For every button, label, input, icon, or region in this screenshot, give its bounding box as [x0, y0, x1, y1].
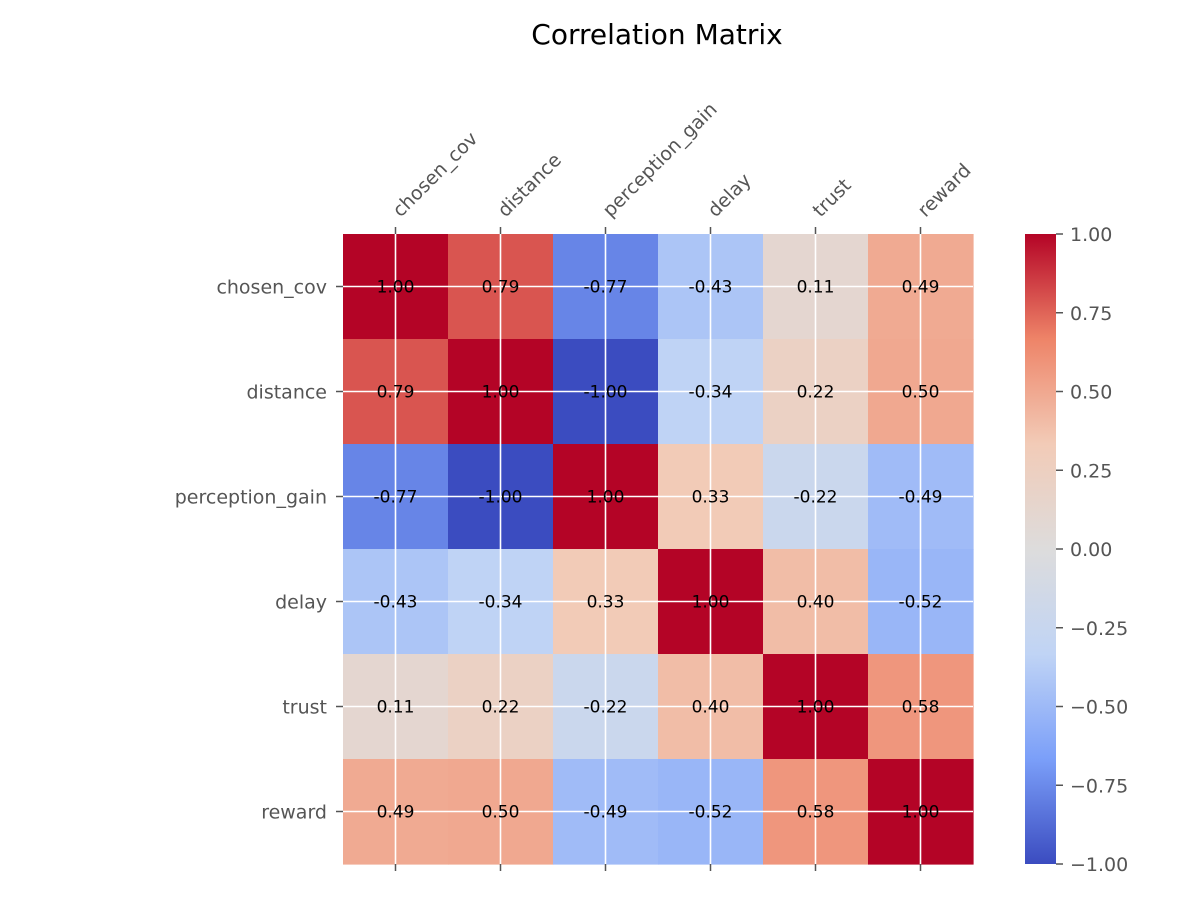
cell-value-label: -0.52 [689, 803, 733, 823]
cell-value-label: 0.11 [377, 698, 415, 718]
y-tick-label-reward: reward [261, 802, 327, 824]
cell-value-label: 1.00 [587, 488, 625, 508]
x-tick-label-chosen_cov: chosen_cov [388, 128, 482, 222]
x-tick-label-distance: distance [493, 149, 565, 221]
cell-value-label: 0.33 [587, 593, 625, 613]
cell-value-label: -0.22 [794, 488, 838, 508]
x-tick-label-perception_gain: perception_gain [598, 98, 721, 221]
cell-value-label: 0.40 [692, 698, 730, 718]
colorbar-tick-label: −0.75 [1070, 775, 1128, 797]
colorbar-gradient [1025, 234, 1056, 864]
colorbar-tick-label: 0.50 [1070, 382, 1112, 404]
cell-value-label: 0.50 [482, 803, 520, 823]
cell-value-label: 0.79 [377, 383, 415, 403]
cell-value-label: 0.79 [482, 278, 520, 298]
cell-value-label: 0.49 [902, 278, 940, 298]
cell-value-label: -0.43 [689, 278, 733, 298]
colorbar-tick-label: −0.50 [1070, 697, 1128, 719]
cell-value-label: 1.00 [797, 698, 835, 718]
heatmap-cells [343, 234, 974, 865]
cell-value-label: 1.00 [377, 278, 415, 298]
cell-value-label: -0.77 [374, 488, 418, 508]
colorbar-tick-label: 0.00 [1070, 539, 1112, 561]
colorbar-tick-label: 1.00 [1070, 224, 1112, 246]
cell-value-label: -0.34 [689, 383, 733, 403]
cell-value-label: 1.00 [902, 803, 940, 823]
cell-value-label: -0.52 [899, 593, 943, 613]
cell-value-label: 0.22 [797, 383, 835, 403]
y-tick-label-delay: delay [275, 592, 327, 614]
cell-value-label: 0.11 [797, 278, 835, 298]
cell-value-label: 0.58 [902, 698, 940, 718]
colorbar: 1.00 0.75 0.50 0.25 0.00 −0.25 −0.50 −0.75 −1.00 [1025, 224, 1128, 876]
cell-value-label: 0.22 [482, 698, 520, 718]
x-tick-label-trust: trust [808, 174, 855, 221]
cell-value-label: 0.33 [692, 488, 730, 508]
cell-value-label: -1.00 [479, 488, 523, 508]
y-tick-label-perception_gain: perception_gain [175, 487, 327, 509]
cell-value-label: 0.40 [797, 593, 835, 613]
colorbar-tick-label: 0.25 [1070, 460, 1112, 482]
x-tick-label-reward: reward [913, 159, 975, 221]
y-tick-label-chosen_cov: chosen_cov [216, 277, 327, 299]
cell-value-label: -1.00 [584, 383, 628, 403]
chart-title: Correlation Matrix [531, 18, 782, 51]
cell-value-label: -0.49 [899, 488, 943, 508]
cell-value-label: -0.77 [584, 278, 628, 298]
x-tick-label-delay: delay [703, 169, 755, 221]
cell-value-label: 1.00 [482, 383, 520, 403]
colorbar-tick-label: −1.00 [1070, 854, 1128, 876]
cell-value-label: 0.49 [377, 803, 415, 823]
cell-value-label: -0.34 [479, 593, 523, 613]
cell-value-label: 1.00 [692, 593, 730, 613]
y-tick-label-distance: distance [246, 382, 327, 404]
cell-value-labels: 1.00 0.79 -0.77 -0.43 0.11 0.49 0.79 1.00 -1.00 -… [374, 278, 943, 823]
cell-value-label: -0.22 [584, 698, 628, 718]
cell-value-label: 0.58 [797, 803, 835, 823]
colorbar-tick-label: −0.25 [1070, 618, 1128, 640]
cell-value-label: 0.50 [902, 383, 940, 403]
heatmap-grid [343, 234, 973, 864]
colorbar-tick-label: 0.75 [1070, 303, 1112, 325]
y-tick-label-trust: trust [282, 697, 327, 719]
cell-value-label: -0.49 [584, 803, 628, 823]
cell-value-label: -0.43 [374, 593, 418, 613]
